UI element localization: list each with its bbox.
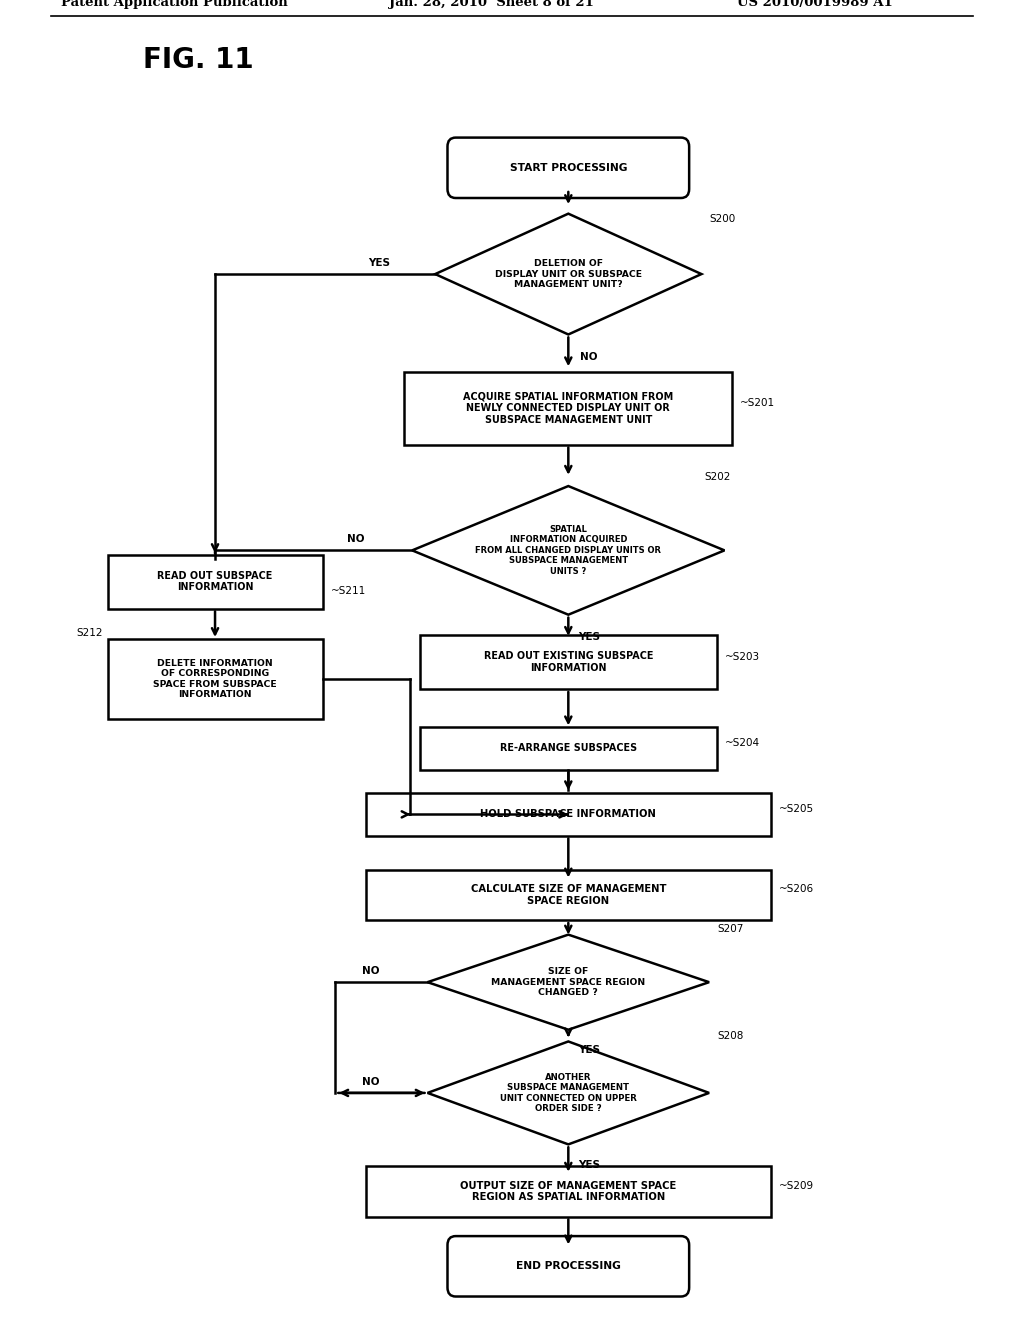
Bar: [367, 793, 771, 836]
Polygon shape: [428, 1041, 710, 1144]
Text: ~S211: ~S211: [331, 586, 366, 595]
Text: START PROCESSING: START PROCESSING: [510, 162, 627, 173]
Text: Patent Application Publication: Patent Application Publication: [61, 0, 288, 9]
Text: FIG. 11: FIG. 11: [143, 46, 254, 74]
Text: S207: S207: [718, 924, 743, 935]
Text: YES: YES: [578, 1159, 600, 1170]
Text: ~S206: ~S206: [779, 884, 814, 895]
Bar: [108, 639, 323, 719]
Bar: [108, 554, 323, 609]
Polygon shape: [428, 935, 710, 1030]
Text: S208: S208: [718, 1031, 743, 1041]
Bar: [367, 870, 771, 920]
Text: Jan. 28, 2010  Sheet 8 of 21: Jan. 28, 2010 Sheet 8 of 21: [389, 0, 594, 9]
FancyBboxPatch shape: [447, 137, 689, 198]
FancyBboxPatch shape: [447, 1236, 689, 1296]
Text: YES: YES: [578, 632, 600, 642]
Text: RE-ARRANGE SUBSPACES: RE-ARRANGE SUBSPACES: [500, 743, 637, 754]
Text: SPATIAL
INFORMATION ACQUIRED
FROM ALL CHANGED DISPLAY UNITS OR
SUBSPACE MANAGEME: SPATIAL INFORMATION ACQUIRED FROM ALL CH…: [475, 525, 662, 576]
Text: NO: NO: [347, 535, 365, 544]
Text: CALCULATE SIZE OF MANAGEMENT
SPACE REGION: CALCULATE SIZE OF MANAGEMENT SPACE REGIO…: [471, 884, 666, 906]
Text: NO: NO: [580, 352, 598, 362]
Bar: [367, 1166, 771, 1217]
Text: NO: NO: [362, 1077, 380, 1086]
Text: US 2010/0019989 A1: US 2010/0019989 A1: [737, 0, 893, 9]
Polygon shape: [413, 486, 725, 615]
Text: READ OUT EXISTING SUBSPACE
INFORMATION: READ OUT EXISTING SUBSPACE INFORMATION: [483, 652, 653, 673]
Polygon shape: [435, 214, 701, 334]
Text: ~S205: ~S205: [779, 804, 814, 813]
Text: DELETE INFORMATION
OF CORRESPONDING
SPACE FROM SUBSPACE
INFORMATION: DELETE INFORMATION OF CORRESPONDING SPAC…: [154, 659, 276, 700]
Text: HOLD SUBSPACE INFORMATION: HOLD SUBSPACE INFORMATION: [480, 809, 656, 820]
Text: YES: YES: [578, 1045, 600, 1055]
Text: OUTPUT SIZE OF MANAGEMENT SPACE
REGION AS SPATIAL INFORMATION: OUTPUT SIZE OF MANAGEMENT SPACE REGION A…: [460, 1180, 677, 1203]
Bar: [420, 635, 717, 689]
Text: S212: S212: [76, 628, 102, 638]
Text: ~S203: ~S203: [725, 652, 760, 661]
Text: S200: S200: [710, 214, 736, 224]
Text: S202: S202: [705, 473, 730, 482]
Text: ~S209: ~S209: [779, 1181, 814, 1191]
Text: END PROCESSING: END PROCESSING: [516, 1262, 621, 1271]
Text: ANOTHER
SUBSPACE MANAGEMENT
UNIT CONNECTED ON UPPER
ORDER SIDE ?: ANOTHER SUBSPACE MANAGEMENT UNIT CONNECT…: [500, 1073, 637, 1113]
Text: ACQUIRE SPATIAL INFORMATION FROM
NEWLY CONNECTED DISPLAY UNIT OR
SUBSPACE MANAGE: ACQUIRE SPATIAL INFORMATION FROM NEWLY C…: [463, 392, 674, 425]
Text: SIZE OF
MANAGEMENT SPACE REGION
CHANGED ?: SIZE OF MANAGEMENT SPACE REGION CHANGED …: [492, 968, 645, 997]
Text: ~S201: ~S201: [740, 397, 775, 408]
Bar: [404, 372, 732, 445]
Text: ~S204: ~S204: [725, 738, 760, 747]
Bar: [420, 727, 717, 770]
Text: NO: NO: [362, 966, 380, 975]
Text: READ OUT SUBSPACE
INFORMATION: READ OUT SUBSPACE INFORMATION: [158, 570, 272, 593]
Text: YES: YES: [368, 257, 390, 268]
Text: DELETION OF
DISPLAY UNIT OR SUBSPACE
MANAGEMENT UNIT?: DELETION OF DISPLAY UNIT OR SUBSPACE MAN…: [495, 259, 642, 289]
